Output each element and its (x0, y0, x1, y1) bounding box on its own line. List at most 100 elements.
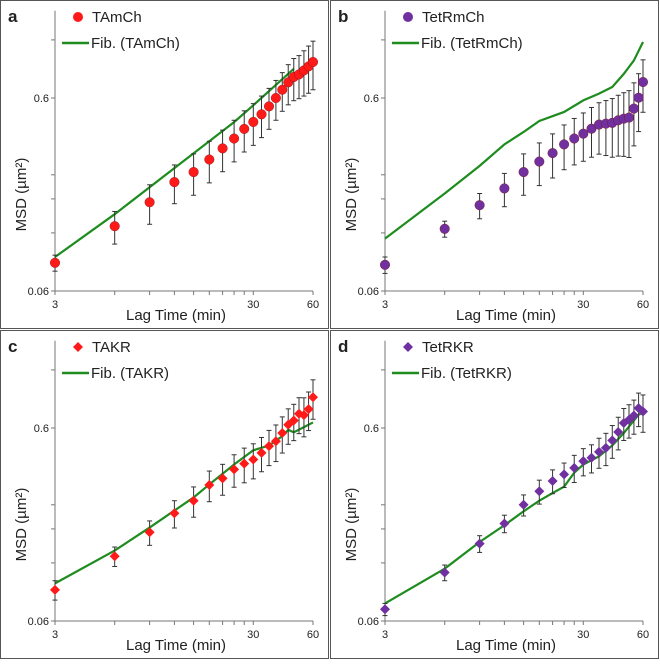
data-point (144, 197, 155, 208)
data-point (600, 442, 611, 453)
data-point (633, 403, 644, 414)
data-point (633, 92, 644, 103)
x-tick-label: 60 (307, 629, 319, 641)
data-point (628, 103, 639, 114)
panel-letter: d (338, 337, 348, 356)
data-point (303, 404, 314, 415)
x-tick-label: 30 (247, 629, 259, 641)
data-point (638, 77, 649, 88)
data-point (288, 415, 299, 426)
data-point (474, 200, 485, 211)
y-tick-label: 0.6 (364, 423, 379, 435)
panel-c: c 0.06 0.6 3 30 60 Lag Time (min) MSD (µm²) TAKR… (0, 330, 329, 659)
chart-b: b 0.06 0.6 3 30 60 Lag Time (min) MSD (µm²) TetR… (338, 7, 649, 324)
data-point (499, 183, 510, 194)
x-axis-label: Lag Time (min) (456, 637, 556, 654)
data-point (169, 177, 180, 188)
data-point (239, 123, 250, 134)
legend-label-fit: Fib. (TetRmCh) (421, 35, 523, 52)
data-point (204, 154, 215, 165)
x-tick-label: 60 (307, 299, 319, 311)
data-point (618, 417, 629, 428)
data-point (586, 452, 597, 463)
legend-marker (73, 342, 83, 352)
data-point (109, 221, 120, 232)
legend-label-fit: Fib. (TAKR) (91, 365, 169, 382)
x-axis-label: Lag Time (min) (456, 307, 556, 324)
x-tick-label: 3 (52, 299, 58, 311)
panel-letter: a (8, 7, 18, 26)
x-tick-label: 30 (577, 299, 589, 311)
y-tick-label: 0.06 (358, 286, 379, 298)
legend-marker (73, 12, 83, 22)
data-point (308, 392, 318, 403)
data-point (277, 84, 288, 95)
data-point (308, 56, 319, 67)
fit-line (384, 41, 644, 240)
panel-a: a 0.06 0.6 3 30 60 Lag Time (min) MSD (µm²) TAmC… (0, 0, 329, 329)
data-point (264, 101, 275, 112)
y-tick-label: 0.6 (34, 423, 49, 435)
data-point (248, 454, 259, 465)
legend-label-data: TetRmCh (422, 9, 485, 26)
panel-b: b 0.06 0.6 3 30 60 Lag Time (min) MSD (µm²) TetR… (330, 0, 659, 329)
data-point (607, 435, 618, 446)
panel-letter: b (338, 7, 348, 26)
data-point (169, 508, 180, 519)
x-tick-label: 60 (637, 299, 649, 311)
data-point (256, 447, 267, 458)
data-point (294, 408, 305, 419)
error-bar (609, 98, 615, 158)
y-tick-label: 0.06 (358, 616, 379, 628)
x-axis-label: Lag Time (min) (126, 637, 226, 654)
data-point (270, 436, 281, 447)
data-point (578, 456, 589, 467)
data-point (380, 259, 391, 270)
data-point (204, 479, 215, 490)
data-point (628, 410, 639, 421)
y-tick-label: 0.06 (28, 286, 49, 298)
data-point (256, 109, 267, 120)
data-point (518, 167, 529, 178)
data-point (239, 458, 250, 469)
legend: TetRKR Fib. (TetRKR) (392, 339, 512, 382)
error-bar (615, 94, 621, 157)
data-point (638, 406, 648, 417)
x-tick-label: 3 (382, 299, 388, 311)
panel-letter: c (8, 337, 17, 356)
data-point (569, 133, 580, 144)
data-point (534, 486, 545, 497)
error-bar (631, 82, 637, 147)
legend-marker (403, 342, 413, 352)
data-point (518, 499, 529, 510)
data-point (559, 469, 570, 480)
fit-line (54, 421, 314, 585)
y-axis-label: MSD (µm²) (343, 158, 360, 232)
data-point (474, 538, 485, 549)
x-tick-label: 30 (577, 629, 589, 641)
legend-label-data: TetRKR (422, 339, 474, 356)
legend-marker (403, 12, 413, 22)
data-point (188, 167, 199, 178)
data-point (264, 441, 275, 452)
chart-c: c 0.06 0.6 3 30 60 Lag Time (min) MSD (µm²) TAKR… (8, 337, 319, 654)
data-point (217, 143, 228, 154)
data-point (229, 133, 240, 144)
fit-line (384, 411, 644, 605)
data-point (499, 518, 510, 529)
data-point (50, 584, 60, 595)
legend-label-data: TAKR (92, 339, 131, 356)
data-point (277, 428, 288, 439)
y-axis-label: MSD (µm²) (13, 488, 30, 562)
data-point (569, 462, 580, 473)
x-axis-label: Lag Time (min) (126, 307, 226, 324)
x-tick-label: 3 (52, 629, 58, 641)
legend-label-data: TAmCh (92, 9, 142, 26)
fit-line (54, 67, 295, 258)
y-tick-label: 0.6 (364, 93, 379, 105)
data-point (547, 148, 558, 159)
legend-label-fit: Fib. (TetRKR) (421, 365, 512, 382)
data-point (439, 567, 450, 578)
chart-a: a 0.06 0.6 3 30 60 Lag Time (min) MSD (µm²) TAmC… (8, 7, 319, 324)
